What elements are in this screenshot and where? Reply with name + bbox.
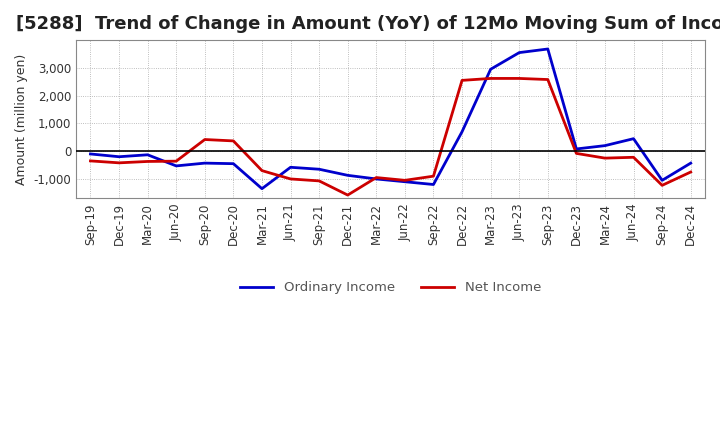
Line: Net Income: Net Income [91, 78, 690, 195]
Net Income [200, 137, 209, 142]
Ordinary Income [629, 136, 638, 141]
Net Income [114, 160, 123, 165]
Net Income [544, 77, 552, 82]
Net Income [486, 76, 495, 81]
Net Income [172, 158, 181, 164]
Net Income [143, 159, 152, 164]
Ordinary Income [343, 172, 352, 178]
Ordinary Income [658, 178, 667, 183]
Net Income [400, 178, 409, 183]
Ordinary Income [429, 182, 438, 187]
Ordinary Income [172, 163, 181, 169]
Net Income [600, 155, 609, 161]
Net Income [629, 154, 638, 160]
Ordinary Income [572, 147, 581, 152]
Ordinary Income [515, 50, 523, 55]
Net Income [315, 178, 323, 183]
Net Income [572, 151, 581, 156]
Legend: Ordinary Income, Net Income: Ordinary Income, Net Income [235, 276, 546, 300]
Net Income [86, 158, 95, 164]
Net Income [229, 138, 238, 143]
Ordinary Income [315, 167, 323, 172]
Title: [5288]  Trend of Change in Amount (YoY) of 12Mo Moving Sum of Incomes: [5288] Trend of Change in Amount (YoY) o… [16, 15, 720, 33]
Net Income [372, 175, 381, 180]
Ordinary Income [458, 129, 467, 134]
Net Income [343, 192, 352, 198]
Ordinary Income [600, 143, 609, 148]
Net Income [287, 176, 295, 182]
Ordinary Income [400, 179, 409, 184]
Y-axis label: Amount (million yen): Amount (million yen) [15, 54, 28, 185]
Ordinary Income [258, 186, 266, 191]
Ordinary Income [486, 66, 495, 72]
Ordinary Income [200, 161, 209, 166]
Net Income [658, 183, 667, 188]
Ordinary Income [686, 161, 695, 166]
Net Income [258, 168, 266, 173]
Net Income [429, 173, 438, 179]
Ordinary Income [114, 154, 123, 159]
Ordinary Income [544, 46, 552, 51]
Ordinary Income [86, 151, 95, 157]
Net Income [458, 78, 467, 83]
Ordinary Income [143, 152, 152, 158]
Line: Ordinary Income: Ordinary Income [91, 49, 690, 189]
Net Income [686, 169, 695, 175]
Net Income [515, 76, 523, 81]
Ordinary Income [287, 165, 295, 170]
Ordinary Income [229, 161, 238, 166]
Ordinary Income [372, 176, 381, 182]
